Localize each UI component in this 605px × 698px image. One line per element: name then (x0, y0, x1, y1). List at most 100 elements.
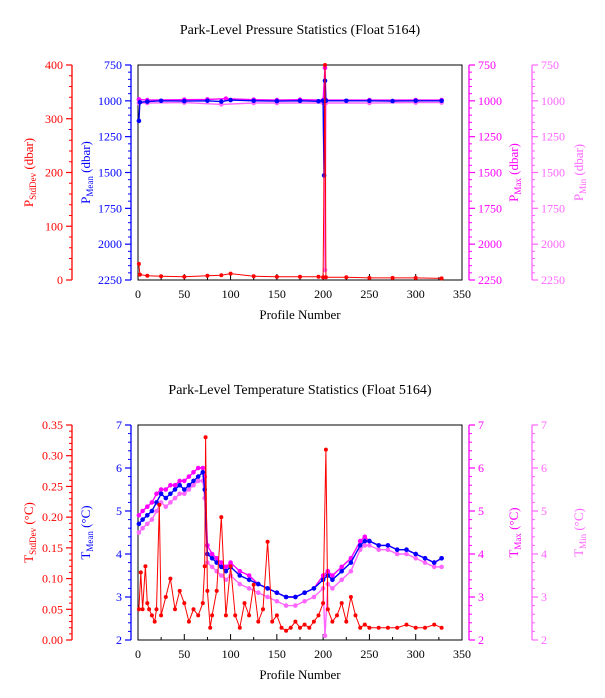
temperature-max-point (149, 500, 155, 505)
temperature-stddev-point (279, 625, 284, 630)
pressure-stddev-tick-label: 300 (45, 112, 63, 126)
temperature-mean-point (145, 513, 150, 518)
temperature-min-point (367, 543, 372, 548)
temperature-min-point (140, 525, 145, 531)
temperature-min-point (283, 603, 289, 608)
temperature-mean-point (158, 491, 164, 497)
temperature-stddev-point (293, 619, 298, 624)
temperature-stddev-point (202, 564, 207, 569)
temperature-max-point (200, 465, 206, 471)
temperature-min-point (439, 564, 444, 570)
pressure-mean-point (228, 97, 233, 103)
temperature-min-tick-label: 3 (541, 590, 547, 604)
temperature-min-point (149, 517, 155, 522)
temperature-stddev-point (316, 613, 321, 618)
pressure-mean-point (205, 98, 210, 104)
temperature-min-point (172, 495, 178, 501)
temperature-max-tick-label: 5 (478, 504, 484, 518)
temperature-stddev-point (152, 619, 157, 624)
pressure-mean-tick-label: 1000 (98, 94, 122, 108)
temperature-x-tick-label: 250 (360, 647, 378, 661)
temperature-max-point (172, 482, 178, 488)
temperature-x-tick-label: 300 (407, 647, 425, 661)
pressure-stddev-point (251, 274, 256, 279)
temperature-max-point (140, 508, 145, 514)
temperature-mean-point (149, 508, 155, 514)
pressure-stddev-point (323, 63, 327, 67)
pressure-stddev-series-line (138, 64, 442, 279)
temperature-mean-point (283, 594, 289, 600)
temperature-stddev-tick-label: 0.05 (42, 602, 63, 616)
temperature-mean-tick-label: 2 (116, 633, 122, 647)
temperature-stddev-axis-title: TStdDev (°C) (21, 502, 38, 563)
temperature-stddev-point (143, 564, 148, 569)
pressure-stddev-point (321, 275, 326, 280)
temperature-stddev-point (376, 625, 381, 630)
temperature-min-tick-label: 6 (541, 461, 547, 475)
temperature-mean-point (219, 564, 224, 570)
temperature-mean-point (367, 538, 372, 544)
temperature-mean-point (376, 543, 382, 548)
temperature-stddev-point (261, 607, 265, 612)
temperature-stddev-point (339, 601, 344, 606)
temperature-max-tick-label: 2 (478, 633, 484, 647)
pressure-stddev-point (298, 274, 302, 279)
temperature-min-point (404, 551, 409, 557)
pressure-max-tick-label: 1000 (478, 94, 502, 108)
temperature-max-point (191, 470, 196, 475)
pressure-mean-point (297, 98, 303, 104)
temperature-stddev-point (307, 625, 312, 630)
temperature-stddev-point (256, 619, 261, 624)
pressure-min-tick-label: 1250 (541, 130, 565, 144)
pressure-mean-tick-label: 750 (104, 58, 122, 72)
temperature-min-point (168, 500, 173, 505)
temperature-chart-title: Park-Level Temperature Statistics (Float… (168, 383, 431, 398)
temperature-min-axis-title: TMin (°C) (571, 508, 588, 557)
pressure-stddev-point (413, 275, 418, 280)
pressure-x-tick-label: 300 (407, 287, 425, 301)
temperature-stddev-point (432, 622, 437, 627)
pressure-mean-tick-label: 1750 (98, 201, 122, 215)
temperature-min-point (191, 482, 196, 488)
temperature-min-point (246, 586, 252, 591)
temperature-max-tick-label: 6 (478, 461, 484, 475)
pressure-max-axis-title: PMax (dbar) (506, 143, 523, 202)
pressure-mean-point (251, 98, 256, 104)
temperature-mean-point (431, 560, 437, 565)
temperature-stddev-point (138, 570, 143, 575)
temperature-stddev-point (173, 607, 177, 612)
temperature-min-point (339, 577, 345, 583)
temperature-min-point (136, 530, 142, 535)
temperature-stddev-point (154, 607, 159, 612)
temperature-min-tick-label: 5 (541, 504, 547, 518)
pressure-mean-point (219, 99, 224, 104)
pressure-x-tick-label: 100 (222, 287, 240, 301)
temperature-min-point (182, 491, 187, 497)
pressure-mean-point (145, 99, 150, 104)
temperature-stddev-point (302, 622, 307, 627)
temperature-mean-point (168, 491, 173, 497)
temperature-stddev-point (200, 601, 205, 606)
temperature-stddev-point (145, 601, 150, 606)
pressure-mean-tick-label: 1500 (98, 166, 122, 180)
temperature-mean-point (439, 556, 444, 561)
pressure-min-tick-label: 1750 (541, 201, 565, 215)
temperature-stddev-point (284, 628, 289, 633)
temperature-stddev-tick-label: 0.30 (42, 449, 63, 463)
pressure-mean-point (274, 98, 280, 104)
temperature-stddev-point (348, 595, 353, 599)
temperature-max-point (145, 504, 150, 510)
pressure-stddev-point (390, 275, 395, 280)
temperature-x-tick-label: 100 (222, 647, 240, 661)
pressure-stddev-point (145, 273, 150, 278)
temperature-min-point (376, 547, 382, 552)
temperature-mean-axis-title: TMean (°C) (78, 505, 95, 559)
temperature-stddev-point (265, 539, 270, 544)
temperature-mean-point (136, 521, 142, 527)
temperature-stddev-point (237, 625, 242, 630)
temperature-max-tick-label: 4 (478, 547, 484, 561)
pressure-min-tick-label: 1500 (541, 166, 565, 180)
pressure-stddev-point (159, 274, 164, 279)
temperature-stddev-point (404, 622, 409, 627)
temperature-stddev-point (196, 613, 201, 618)
